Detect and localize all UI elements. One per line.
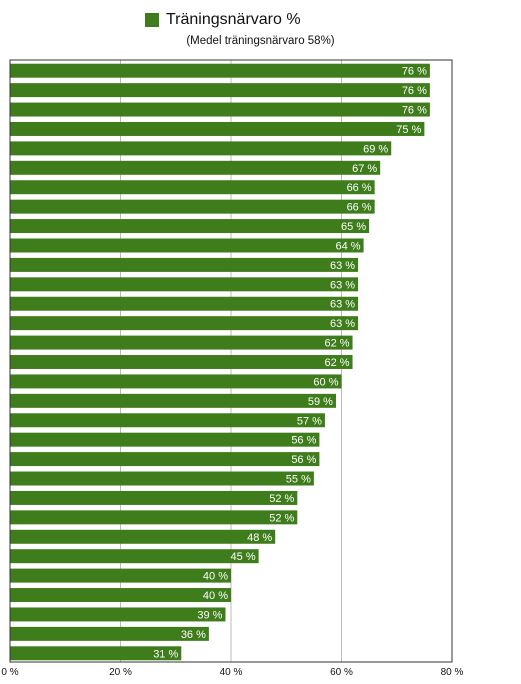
x-tick-label-2: 40 % xyxy=(220,667,243,678)
bar-label-30: 31 % xyxy=(153,648,178,660)
bar-2 xyxy=(10,102,430,117)
bar-label-26: 40 % xyxy=(203,571,228,583)
x-tick-label-0: 0 % xyxy=(1,667,18,678)
plot-frame xyxy=(9,59,453,663)
bar-label-27: 40 % xyxy=(203,590,228,602)
bar-22 xyxy=(10,490,298,505)
bar-21 xyxy=(10,471,314,486)
bar-16 xyxy=(10,374,342,389)
legend: Träningsnärvaro % xyxy=(145,11,301,29)
bar-25 xyxy=(10,549,259,564)
legend-swatch xyxy=(145,13,159,27)
bar-15 xyxy=(10,355,353,369)
bar-label-22: 52 % xyxy=(269,493,294,505)
bar-30 xyxy=(10,646,182,661)
bar-label-3: 75 % xyxy=(396,124,421,136)
bar-23 xyxy=(10,510,298,525)
bar-26 xyxy=(10,568,231,583)
bar-label-12: 63 % xyxy=(330,299,355,311)
bar-11 xyxy=(10,277,359,292)
bar-20 xyxy=(10,452,320,467)
bar-label-4: 69 % xyxy=(363,143,388,155)
legend-label: Träningsnärvaro % xyxy=(166,11,301,28)
chart-subtitle: (Medel träningsnärvaro 58%) xyxy=(186,35,335,47)
bar-label-28: 39 % xyxy=(197,609,222,621)
bar-18 xyxy=(10,413,325,428)
bar-1 xyxy=(10,83,430,98)
bar-label-20: 56 % xyxy=(291,454,316,466)
bar-12 xyxy=(10,296,359,311)
bar-label-14: 62 % xyxy=(324,338,349,350)
bar-label-0: 76 % xyxy=(402,66,427,78)
bar-label-2: 76 % xyxy=(402,105,427,117)
bar-24 xyxy=(10,529,276,544)
bar-6 xyxy=(10,180,375,195)
bar-label-1: 76 % xyxy=(402,85,427,97)
bar-27 xyxy=(10,588,231,603)
bar-label-5: 67 % xyxy=(352,163,377,175)
bar-29 xyxy=(10,626,209,641)
bar-label-16: 60 % xyxy=(313,376,338,388)
bar-7 xyxy=(10,199,375,214)
bar-4 xyxy=(10,141,392,156)
bar-label-29: 36 % xyxy=(181,629,206,641)
bar-19 xyxy=(10,432,320,447)
bar-label-17: 59 % xyxy=(308,396,333,408)
x-tick-label-4: 80 % xyxy=(441,667,464,678)
bar-label-25: 45 % xyxy=(231,551,256,563)
bar-label-11: 63 % xyxy=(330,279,355,291)
bar-label-23: 52 % xyxy=(269,512,294,524)
x-tick-label-1: 20 % xyxy=(109,667,132,678)
bar-label-24: 48 % xyxy=(247,532,272,544)
bar-10 xyxy=(10,257,359,272)
bar-label-18: 57 % xyxy=(297,415,322,427)
bar-label-9: 64 % xyxy=(336,240,361,252)
bar-label-21: 55 % xyxy=(286,474,311,486)
bar-label-6: 66 % xyxy=(347,182,372,194)
bar-label-13: 63 % xyxy=(330,318,355,330)
bar-8 xyxy=(10,219,370,234)
bar-label-8: 65 % xyxy=(341,221,366,233)
bar-label-10: 63 % xyxy=(330,260,355,272)
bar-label-7: 66 % xyxy=(347,202,372,214)
bar-label-15: 62 % xyxy=(324,357,349,369)
bar-13 xyxy=(10,316,359,331)
bar-label-19: 56 % xyxy=(291,435,316,447)
bar-17 xyxy=(10,393,336,408)
bar-9 xyxy=(10,238,364,253)
bar-14 xyxy=(10,335,353,350)
bar-5 xyxy=(10,160,381,175)
bar-0 xyxy=(10,63,430,78)
x-tick-label-3: 60 % xyxy=(330,667,353,678)
bar-28 xyxy=(10,607,226,622)
bar-3 xyxy=(10,121,425,136)
